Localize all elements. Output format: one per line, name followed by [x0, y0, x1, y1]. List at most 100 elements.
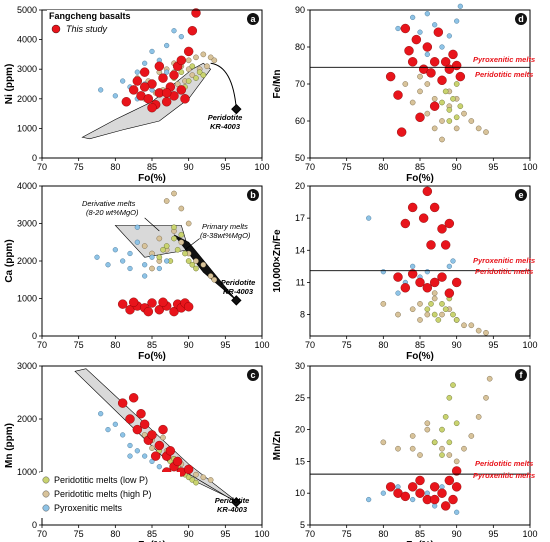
pyroxenitic-point-c-7: [156, 464, 162, 470]
peridotite-marker-a: [231, 103, 242, 115]
xtick-label-e-0: 70: [305, 340, 315, 350]
this-study-point-a-18: [191, 8, 201, 18]
this-study-point-c-1: [125, 414, 135, 424]
this-study-point-d-19: [429, 101, 440, 111]
peridotitic-high-p-point-f-2: [409, 433, 416, 439]
legend-item-this-study: This study: [66, 24, 108, 34]
peridotitic-high-p-point-b-8: [200, 261, 207, 268]
pyroxenitic-point-b-8: [164, 258, 170, 264]
pyroxenitic-point-e-9: [410, 263, 416, 269]
xtick-label-e-5: 95: [488, 340, 498, 350]
peridotitic-high-p-point-d-12: [417, 73, 423, 80]
this-study-point-e-14: [444, 288, 455, 298]
ytick-label-e-3: 17: [295, 213, 305, 223]
this-study-point-d-17: [455, 71, 466, 82]
peridotitic-high-p-point-b-9: [207, 273, 214, 279]
peridotitic-high-p-point-c-11: [160, 434, 166, 441]
pyroxenitic-point-d-9: [417, 29, 423, 35]
peridotitic-low-p-point-d-6: [442, 88, 449, 95]
peridotitic-high-p-point-f-14: [424, 420, 431, 427]
peridotitic-low-p-point-e-2: [439, 301, 445, 307]
panel-badge-c: [247, 369, 259, 381]
xtick-label-b-2: 80: [110, 340, 120, 350]
xtick-label-f-4: 90: [452, 529, 462, 539]
peridotitic-high-p-point-d-8: [461, 110, 467, 117]
this-study-point-a-20: [154, 61, 165, 71]
peridotitic-high-p-point-b-5: [178, 239, 185, 246]
ytick-label-f-4: 25: [295, 393, 305, 403]
pyroxenitic-point-b-0: [94, 254, 100, 260]
this-study-point-d-1: [393, 90, 403, 100]
peridotitic-high-p-point-d-10: [475, 125, 482, 132]
this-study-point-a-1: [128, 85, 139, 95]
this-study-point-f-4: [415, 488, 425, 498]
xtick-label-d-1: 75: [342, 162, 352, 172]
peridotitic-high-p-point-d-5: [439, 118, 445, 124]
ytick-label-b-3: 3000: [17, 219, 37, 229]
peridotite-marker-b: [231, 295, 242, 306]
this-study-point-a-24: [147, 102, 157, 113]
xtick-label-c-4: 90: [184, 529, 194, 539]
ytick-label-d-3: 80: [295, 42, 305, 52]
pyroxenitic-point-b-3: [127, 250, 133, 257]
xtick-label-d-0: 70: [305, 162, 315, 172]
pyroxenitic-point-c-4: [134, 448, 140, 454]
pyroxenitic-point-a-0: [98, 87, 104, 93]
this-study-point-a-0: [121, 97, 132, 107]
ytick-label-b-1: 1000: [17, 294, 37, 304]
primary-melts-range: (8-38wt%MgO): [200, 231, 251, 240]
this-study-point-a-4: [139, 67, 150, 77]
panel-letter-e: e: [518, 190, 523, 200]
legend-item-pyroxenitic: Pyroxenitic melts: [54, 503, 123, 513]
peridotitic-high-p-point-e-3: [417, 301, 423, 307]
peridotitic-high-p-point-e-5: [431, 295, 438, 302]
peridotitic-high-p-point-b-7: [193, 258, 199, 264]
peridotitic-high-p-point-e-0: [380, 301, 387, 307]
pyroxenitic-point-d-7: [457, 3, 463, 9]
this-study-point-e-13: [437, 272, 447, 282]
xtick-label-d-3: 85: [415, 162, 425, 172]
peridotitic-low-p-point-d-3: [453, 114, 460, 121]
peridotitic-high-p-point-e-11: [475, 327, 482, 334]
peridotitic-high-p-point-c-12: [149, 445, 155, 451]
peridotitic-low-p-point-a-5: [193, 75, 199, 81]
this-study-point-e-8: [393, 272, 403, 282]
xtick-label-a-0: 70: [37, 162, 47, 172]
ytick-label-f-0: 5: [300, 520, 305, 530]
peridotitic-high-p-point-f-3: [417, 452, 423, 458]
xtick-label-b-0: 70: [37, 340, 47, 350]
peridotitic-high-p-point-a-6: [185, 57, 192, 64]
this-study-point-c-6: [147, 430, 157, 440]
peridotitic-high-p-point-d-1: [409, 99, 416, 106]
xtick-label-e-6: 100: [522, 340, 537, 350]
legend-melts: Peridotitic melts (low P) Peridotitic me…: [40, 472, 180, 518]
this-study-point-a-2: [132, 76, 143, 86]
legend-marker-high-p: [42, 490, 50, 498]
peridotitic-high-p-point-a-21: [185, 66, 192, 72]
peridotitic-high-p-point-c-8: [193, 471, 199, 478]
peridotitic-low-p-point-d-4: [457, 103, 464, 109]
legend-item-high-p: Peridotitic melts (high P): [54, 489, 152, 499]
this-study-point-f-0: [385, 482, 396, 492]
xtick-label-c-0: 70: [37, 529, 47, 539]
this-study-point-f-7: [437, 488, 447, 498]
pyroxenitic-point-f-1: [380, 490, 386, 496]
this-study-point-c-3: [132, 424, 143, 435]
legend-item-low-p: Peridotitic melts (low P): [54, 475, 148, 485]
pyroxenitic-point-b-9: [142, 273, 148, 279]
this-study-point-c-8: [158, 424, 168, 435]
ylabel-c: Mn (ppm): [4, 423, 15, 468]
xtick-label-a-5: 95: [220, 162, 230, 172]
this-study-point-e-10: [415, 277, 425, 288]
xlabel-c: Fo(%): [138, 540, 166, 542]
peridotitic-high-p-point-b-15: [149, 265, 155, 272]
pyroxenitic-point-e-0: [366, 215, 372, 221]
peridotitic-low-p-point-b-0: [156, 254, 163, 261]
peridotitic-low-p-point-d-5: [446, 118, 453, 124]
peridotitic-high-p-point-b-10: [163, 198, 170, 204]
xtick-label-d-2: 80: [378, 162, 388, 172]
ytick-label-c-0: 0: [32, 520, 37, 530]
peridotitic-low-p-point-b-10: [193, 265, 199, 272]
peridotitic-high-p-point-b-13: [185, 220, 192, 227]
